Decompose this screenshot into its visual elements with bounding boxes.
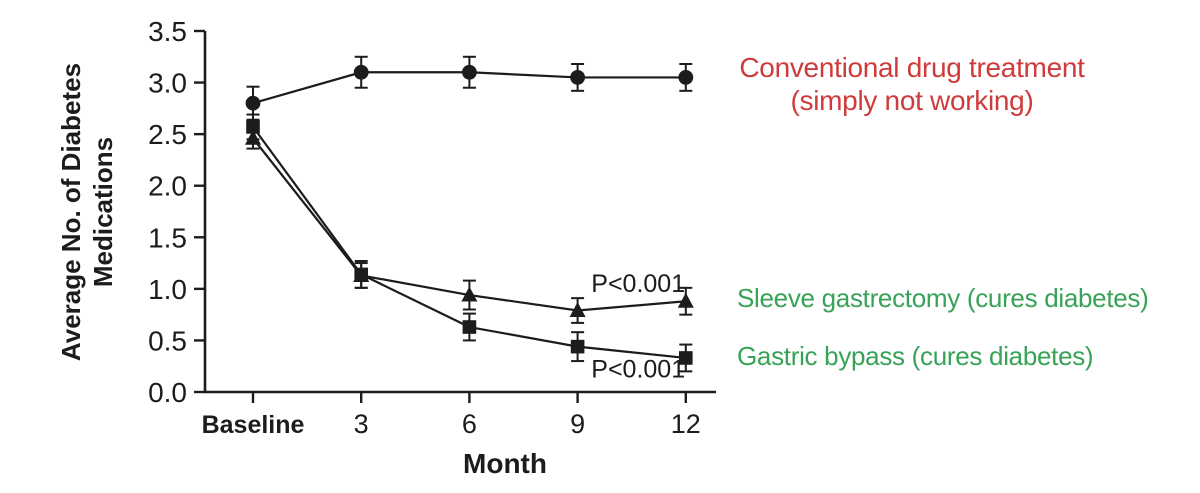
y-tick-label: 2.5 bbox=[148, 119, 187, 150]
marker-square bbox=[354, 267, 368, 282]
y-tick-label: 0.0 bbox=[148, 377, 187, 408]
label-conventional-drug-treatment: Conventional drug treatment (simply not … bbox=[712, 51, 1112, 117]
y-tick-label: 2.0 bbox=[148, 171, 187, 202]
y-axis-ticks: 0.0 0.5 1.0 1.5 2.0 2.5 3.0 3.5 bbox=[148, 16, 205, 408]
axes bbox=[203, 31, 716, 394]
x-tick-label: 12 bbox=[671, 409, 701, 439]
label-gastric-bypass: Gastric bypass (cures diabetes) bbox=[737, 341, 1094, 371]
y-tick-label: 1.0 bbox=[148, 274, 187, 305]
y-tick-label: 3.0 bbox=[148, 68, 187, 99]
x-tick-label: Baseline bbox=[202, 411, 305, 439]
marker-triangle bbox=[461, 286, 478, 302]
y-tick-label: 0.5 bbox=[148, 325, 187, 356]
label-conventional-line2: (simply not working) bbox=[790, 85, 1034, 116]
x-axis-title: Month bbox=[463, 448, 547, 479]
marker-square bbox=[246, 120, 260, 134]
label-sleeve-gastrectomy: Sleeve gastrectomy (cures diabetes) bbox=[737, 283, 1149, 313]
axis-line bbox=[203, 31, 716, 394]
label-conventional-line1: Conventional drug treatment bbox=[739, 52, 1085, 83]
marker-circle bbox=[570, 70, 585, 85]
marker-square bbox=[462, 320, 477, 334]
x-tick-label: 6 bbox=[462, 409, 477, 439]
x-tick-label: 9 bbox=[570, 409, 585, 439]
y-tick-label: 3.5 bbox=[148, 16, 187, 47]
y-tick-label: 1.5 bbox=[148, 222, 187, 253]
x-tick-label: 3 bbox=[354, 409, 369, 439]
marker-square bbox=[570, 339, 585, 354]
y-axis-title-line: Medications bbox=[88, 137, 118, 287]
p-value-annotation: P<0.001 bbox=[591, 356, 685, 384]
p-value-annotation: P<0.001 bbox=[591, 270, 685, 298]
marker-triangle bbox=[245, 129, 261, 145]
x-axis-ticks: Baseline 3 6 9 12 bbox=[202, 392, 701, 439]
marker-circle bbox=[353, 64, 369, 80]
marker-triangle bbox=[677, 292, 694, 308]
marker-circle bbox=[678, 70, 694, 85]
markers-gastric-bypass bbox=[246, 120, 693, 365]
markers-conventional-drug-treatment bbox=[245, 64, 694, 111]
marker-square bbox=[679, 351, 693, 365]
marker-circle bbox=[245, 95, 261, 111]
marker-triangle bbox=[569, 302, 586, 318]
marker-circle bbox=[462, 64, 477, 80]
y-axis-title-line: Average No. of Diabetes bbox=[56, 63, 86, 361]
